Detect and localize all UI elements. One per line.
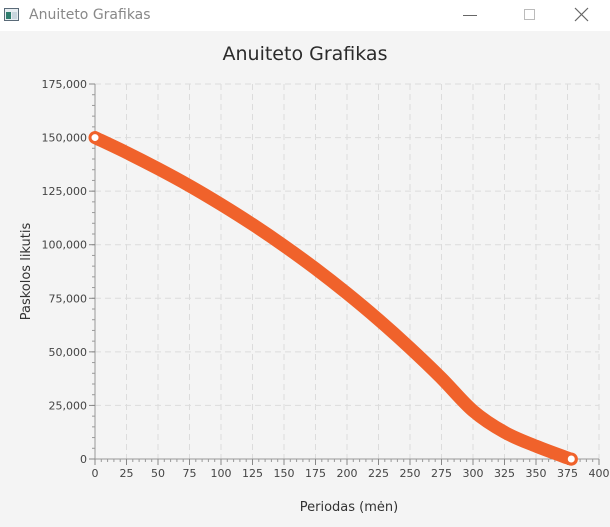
- y-tick-label: 150,000: [42, 132, 88, 145]
- y-tick-label: 175,000: [42, 78, 88, 91]
- y-tick-label: 25,000: [49, 399, 88, 412]
- maximize-button[interactable]: [506, 0, 552, 31]
- series-line: [88, 131, 578, 466]
- x-tick-label: 175: [305, 467, 326, 480]
- series-end-point: [565, 453, 577, 465]
- x-tick-label: 200: [337, 467, 358, 480]
- x-tick-label: 50: [151, 467, 165, 480]
- close-button[interactable]: [558, 0, 604, 31]
- x-tick-label: 300: [463, 467, 484, 480]
- x-tick-label: 350: [526, 467, 547, 480]
- x-tick-label: 100: [211, 467, 232, 480]
- x-axis-label: Periodas (mėn): [300, 500, 398, 515]
- x-tick-label: 275: [431, 467, 452, 480]
- y-tick-label: 100,000: [42, 239, 88, 252]
- minimize-icon: [463, 15, 477, 16]
- x-tick-label: 75: [183, 467, 197, 480]
- y-tick-label: 0: [80, 453, 87, 466]
- window-title: Anuiteto Grafikas: [29, 7, 151, 23]
- x-tick-label: 250: [400, 467, 421, 480]
- x-tick-label: 400: [589, 467, 610, 480]
- title-bar: Anuiteto Grafikas: [0, 0, 610, 31]
- x-tick-label: 325: [494, 467, 515, 480]
- y-tick-label: 125,000: [42, 185, 88, 198]
- x-tick-label: 225: [368, 467, 389, 480]
- series-start-point: [89, 132, 101, 144]
- plot-area: [95, 84, 599, 459]
- x-tick-label: 125: [242, 467, 263, 480]
- close-icon: [574, 7, 589, 22]
- x-tick-label: 0: [92, 467, 99, 480]
- minimize-button[interactable]: [447, 0, 493, 31]
- x-tick-label: 150: [274, 467, 295, 480]
- y-axis-label: Paskolos likutis: [19, 222, 34, 320]
- maximize-icon: [524, 9, 535, 20]
- chart-title: Anuiteto Grafikas: [222, 43, 388, 65]
- java-app-icon: [4, 8, 19, 21]
- x-tick-label: 375: [557, 467, 578, 480]
- y-tick-label: 50,000: [49, 346, 88, 359]
- x-tick-label: 25: [120, 467, 134, 480]
- y-tick-label: 75,000: [49, 292, 88, 305]
